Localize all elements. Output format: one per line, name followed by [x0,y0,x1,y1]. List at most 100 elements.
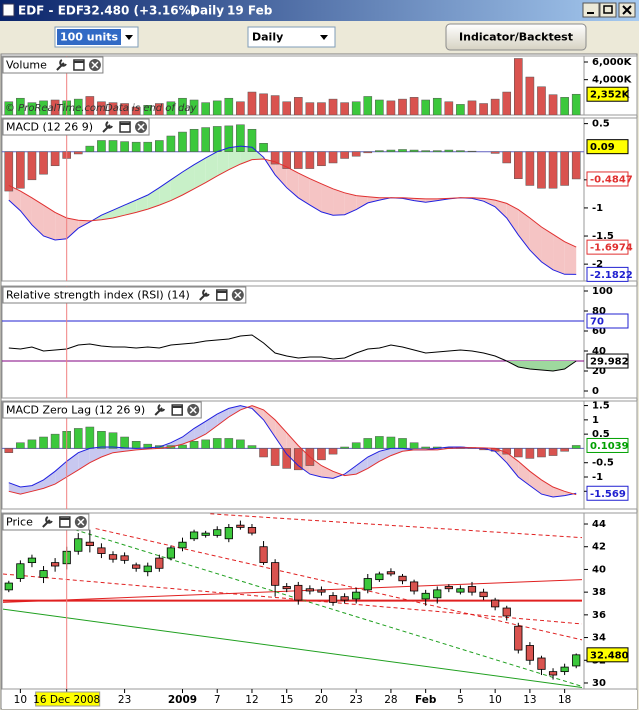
y-tick-label: -0.5 [592,458,614,469]
settings-icon[interactable] [199,289,210,301]
settings-icon[interactable] [154,404,166,416]
y-tick-label: -1 [592,203,603,214]
x-tick-label: Feb [415,694,437,706]
bar [548,151,558,189]
settings-icon[interactable] [42,516,53,528]
fill-between [518,209,530,251]
window-icon[interactable] [73,59,85,71]
fill-between [263,409,276,437]
bar [317,448,326,461]
bar [73,98,83,115]
fill-between [495,200,507,219]
fill-between [31,197,44,237]
bar [571,93,581,115]
bar [201,439,210,449]
window-icon[interactable] [119,121,131,133]
trend-line [2,579,583,603]
bar [166,135,176,152]
bar [456,104,465,115]
bar [467,100,477,115]
trend-line [74,529,583,687]
window-icon[interactable] [171,404,183,416]
x-tick-label: 10 [14,694,27,706]
bar [282,448,292,469]
x-axis-bg [2,690,637,709]
value-tag-label: 32.480 [590,650,629,661]
bar [328,151,338,164]
trend-line [2,608,583,689]
y-tick-label: 20 [592,366,606,377]
bar [525,151,535,186]
candle-body [479,591,488,598]
line [8,405,577,496]
bar [143,443,153,449]
candle-body [537,657,546,670]
bar [340,151,349,159]
title-bar-bg [0,0,639,21]
bar [340,446,349,449]
panel-header-bg [2,286,247,304]
window-icon[interactable] [59,516,71,528]
x-tick-label: 23 [350,694,363,706]
minimize-button[interactable] [582,2,600,18]
fill-between [43,205,56,240]
fill-between [228,146,241,170]
candle-body [282,586,291,590]
candle-body [525,645,534,661]
value-tag-label: 0.1039 [590,441,629,452]
bar [398,149,407,152]
candle-body [514,625,523,651]
bar [189,441,199,449]
bar [340,102,349,115]
bar [16,97,25,115]
bar [259,448,268,458]
y-tick-label: 4,000K [592,75,633,86]
window-symbol: EDF - EDF [18,4,84,18]
bar [97,140,106,152]
bar [212,100,222,115]
toolbar: 100 units Daily Indicator/Backtest [54,23,587,51]
annotation: Data is end of day [105,103,198,114]
bar [270,448,280,466]
value-tag-label: 29.982 [590,357,629,368]
bar [224,97,234,115]
settings-icon[interactable] [102,121,113,133]
bar [514,151,523,179]
bar [131,141,141,152]
close-icon-x [234,291,242,299]
bar [317,102,326,115]
y-tick-label: 0.5 [592,429,610,440]
maximize-button[interactable] [599,2,617,18]
fill-between [275,419,287,455]
candle-body [433,589,442,599]
bar [270,95,280,115]
y-tick-label: 42 [592,542,606,553]
value-tag [586,313,629,329]
candle-body [247,527,257,534]
bar [432,150,442,152]
fill-between [506,203,519,235]
fill-between [553,487,565,497]
x-tick-label: 28 [384,694,397,706]
bar [27,439,37,449]
window-icon[interactable] [216,289,228,301]
plot [2,124,584,275]
window-quote: 32.480 (+3.16%) [83,4,196,18]
bar [39,100,48,115]
settings-icon[interactable] [56,59,67,71]
fill-between [321,465,334,479]
bar [97,101,106,115]
bar [386,436,396,449]
indicator-button[interactable] [445,23,587,51]
value-tag [586,485,629,501]
bar [247,91,257,115]
period-dropdown[interactable] [247,26,336,48]
fill-between [356,195,368,210]
panel-header-bg [2,118,150,136]
bar [108,102,118,115]
close-icon-x [77,518,85,526]
fill-between [414,198,426,203]
axis-bg [583,55,638,116]
fill-between [333,471,343,479]
value-tag-label: -2.1822 [590,270,633,281]
